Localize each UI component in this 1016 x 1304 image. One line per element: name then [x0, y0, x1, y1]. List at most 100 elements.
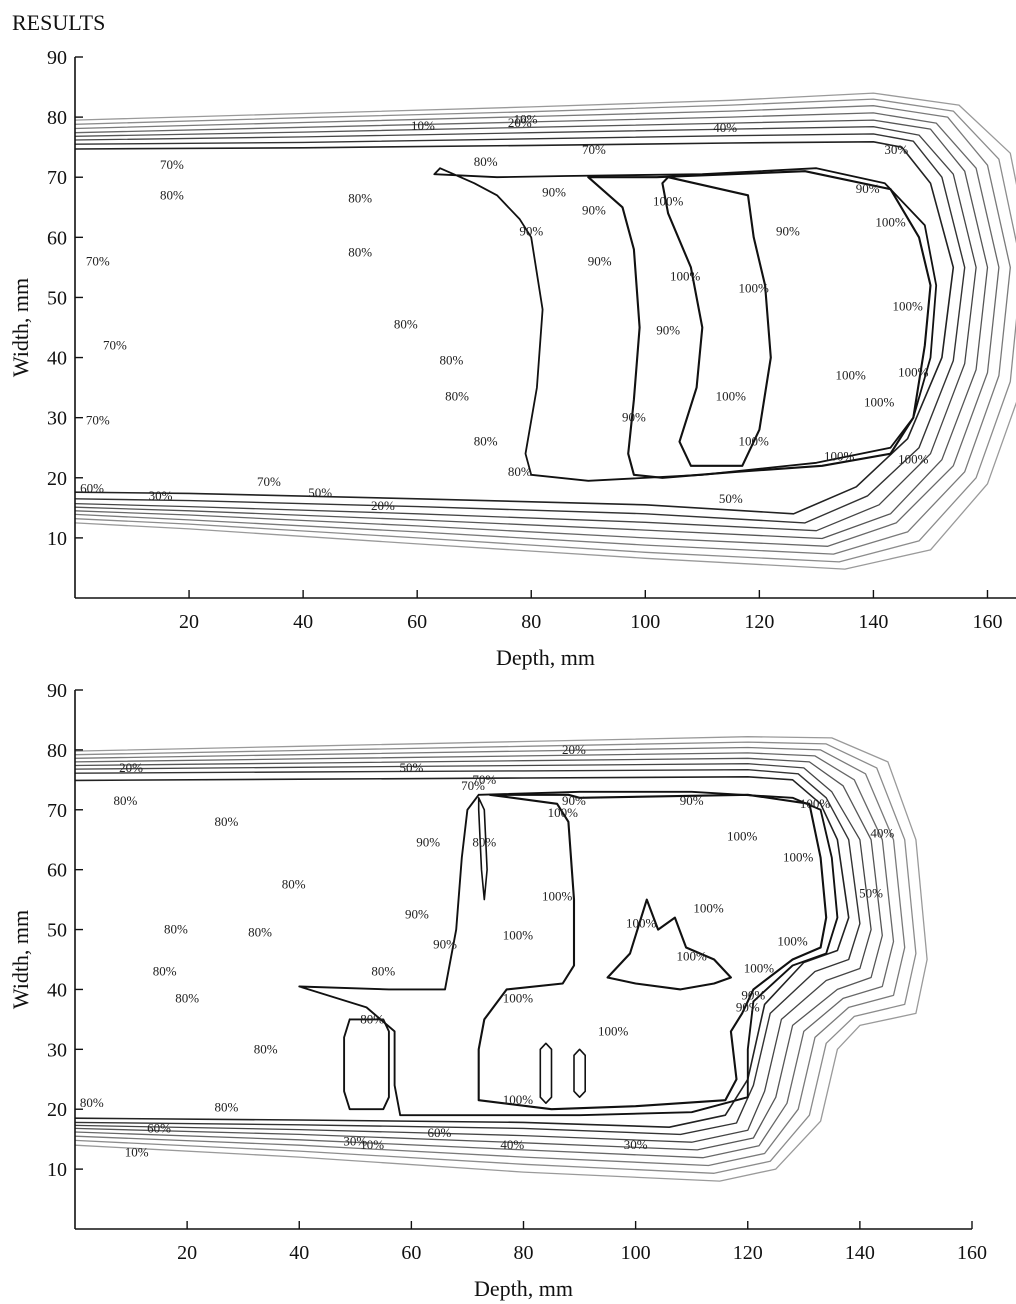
- axes: 20 40 60 80 100 120 140 160 10 20 30 40 50 60 70 80 90: [47, 47, 1016, 633]
- contour-plot-top: 10% 20%10%40%30%70%80%70%80% 80% 90%90%100%…: [8, 47, 1016, 670]
- x-tick-label: 40: [293, 611, 313, 633]
- contour-label: 90%: [433, 937, 457, 952]
- contour-line-100pct: [606, 898, 732, 991]
- contour-line-90pct: [433, 167, 938, 482]
- contour-label: 100%: [738, 280, 769, 295]
- contour-label: 70%: [472, 772, 496, 787]
- contour-label: 40%: [870, 826, 894, 841]
- contour-label: 90%: [588, 253, 612, 268]
- y-tick-label: 30: [47, 1039, 67, 1061]
- contour-label: 70%: [461, 778, 485, 793]
- section-header: RESULTS: [12, 10, 105, 35]
- contour-label: 100%: [744, 960, 775, 975]
- contour-label: 80%: [80, 1095, 104, 1110]
- contour-label: 100%: [503, 990, 534, 1005]
- contour-line-60pct: [75, 126, 977, 532]
- y-tick-label: 50: [47, 920, 67, 942]
- contour-label: 10%: [411, 118, 435, 133]
- contour-label: 30%: [149, 488, 173, 503]
- contour-label: 70%: [160, 157, 184, 172]
- y-tick-label: 80: [47, 740, 67, 762]
- contour-plot-bottom: 20%20% 50%70%70%80% 90%100%90% 100%80%40%10…: [8, 680, 987, 1301]
- contour-label: 70%: [86, 253, 110, 268]
- contour-label: 100%: [824, 449, 855, 464]
- x-tick-label: 140: [858, 611, 888, 633]
- x-axis-title: Depth, mm: [496, 645, 595, 670]
- contour-label: 80%: [153, 963, 177, 978]
- contour-label: 80%: [348, 244, 372, 259]
- y-tick-label: 70: [47, 800, 67, 822]
- contour-label: 100%: [503, 928, 534, 943]
- x-tick-label: 60: [407, 611, 427, 633]
- contour-line-40pct: [75, 112, 1000, 547]
- contour-label: 90%: [680, 793, 704, 808]
- x-tick-label: 140: [845, 1242, 875, 1264]
- contour-labels: 10% 20%10%40%30%70%80%70%80% 80% 90%90%100%…: [80, 112, 928, 514]
- contour-label: 90%: [736, 999, 760, 1014]
- contour-line-30pct: [75, 746, 906, 1167]
- contour-label: 100%: [626, 916, 657, 931]
- axes: 20 40 60 80 100 120 140 160 10 20 30 40 50 60 70 80 90: [47, 680, 987, 1264]
- contour-line-80pct: [75, 141, 955, 515]
- contour-line-40pct: [75, 752, 895, 1159]
- contour-label: 100%: [783, 850, 814, 865]
- contour-label: 100%: [898, 452, 929, 467]
- y-tick-label: 60: [47, 227, 67, 249]
- y-ticks: 10 20 30 40 50 60 70 80 90: [47, 680, 83, 1181]
- contour-label: 70%: [582, 142, 606, 157]
- contour-label: 100%: [800, 796, 831, 811]
- contour-label: 10%: [360, 1137, 384, 1152]
- y-tick-label: 70: [47, 167, 67, 189]
- contour-label: 100%: [727, 829, 758, 844]
- x-ticks: 20 40 60 80 100 120 140 160: [177, 1221, 987, 1264]
- contour-line-100pct: [477, 793, 828, 1111]
- x-tick-label: 80: [521, 611, 541, 633]
- contour-label: 80%: [214, 1099, 238, 1114]
- contour-label: 10%: [514, 112, 538, 127]
- x-tick-label: 40: [289, 1242, 309, 1264]
- contour-line-100pct: [661, 176, 772, 467]
- x-tick-label: 20: [179, 611, 199, 633]
- contour-label: 100%: [598, 1023, 629, 1038]
- contour-label: 40%: [713, 120, 737, 135]
- x-ticks: 20 40 60 80 100 120 140 160: [179, 590, 1002, 633]
- contour-label: 100%: [875, 214, 906, 229]
- x-tick-label: 80: [514, 1242, 534, 1264]
- y-tick-label: 40: [47, 979, 67, 1001]
- y-tick-label: 20: [47, 1099, 67, 1121]
- y-tick-label: 40: [47, 348, 67, 370]
- contour-label: 90%: [776, 223, 800, 238]
- contour-label: 80%: [394, 316, 418, 331]
- y-axis-title: Width, mm: [8, 278, 33, 377]
- contour-label: 80%: [348, 190, 372, 205]
- contour-label: 100%: [738, 434, 769, 449]
- contour-label: 30%: [624, 1137, 648, 1152]
- contour-label: 90%: [582, 202, 606, 217]
- contour-label: 70%: [103, 338, 127, 353]
- contour-label: 100%: [835, 368, 866, 383]
- y-ticks: 10 20 30 40 50 60 70 80 90: [47, 47, 83, 550]
- x-tick-label: 60: [401, 1242, 421, 1264]
- x-tick-label: 160: [972, 611, 1002, 633]
- contour-label: 40%: [500, 1137, 524, 1152]
- contour-label: 80%: [214, 814, 238, 829]
- contour-line-90pct: [298, 790, 839, 1117]
- contour-label: 90%: [856, 181, 880, 196]
- contour-line-60pct: [75, 763, 872, 1143]
- y-tick-label: 30: [47, 408, 67, 430]
- contour-label: 10%: [125, 1144, 149, 1159]
- contour-label: 90%: [542, 184, 566, 199]
- contour-label: 80%: [248, 925, 272, 940]
- contour-label: 100%: [677, 949, 708, 964]
- contour-label: 50%: [308, 485, 332, 500]
- contour-line-50pct: [75, 119, 989, 540]
- contour-label: 100%: [716, 389, 747, 404]
- contour-label: 100%: [653, 193, 684, 208]
- contour-line-10pct: [75, 92, 1016, 570]
- contour-label: 70%: [257, 474, 281, 489]
- contour-label: 80%: [508, 464, 532, 479]
- y-tick-label: 80: [47, 107, 67, 129]
- contour-label: 90%: [656, 323, 680, 338]
- contour-label: 100%: [898, 365, 929, 380]
